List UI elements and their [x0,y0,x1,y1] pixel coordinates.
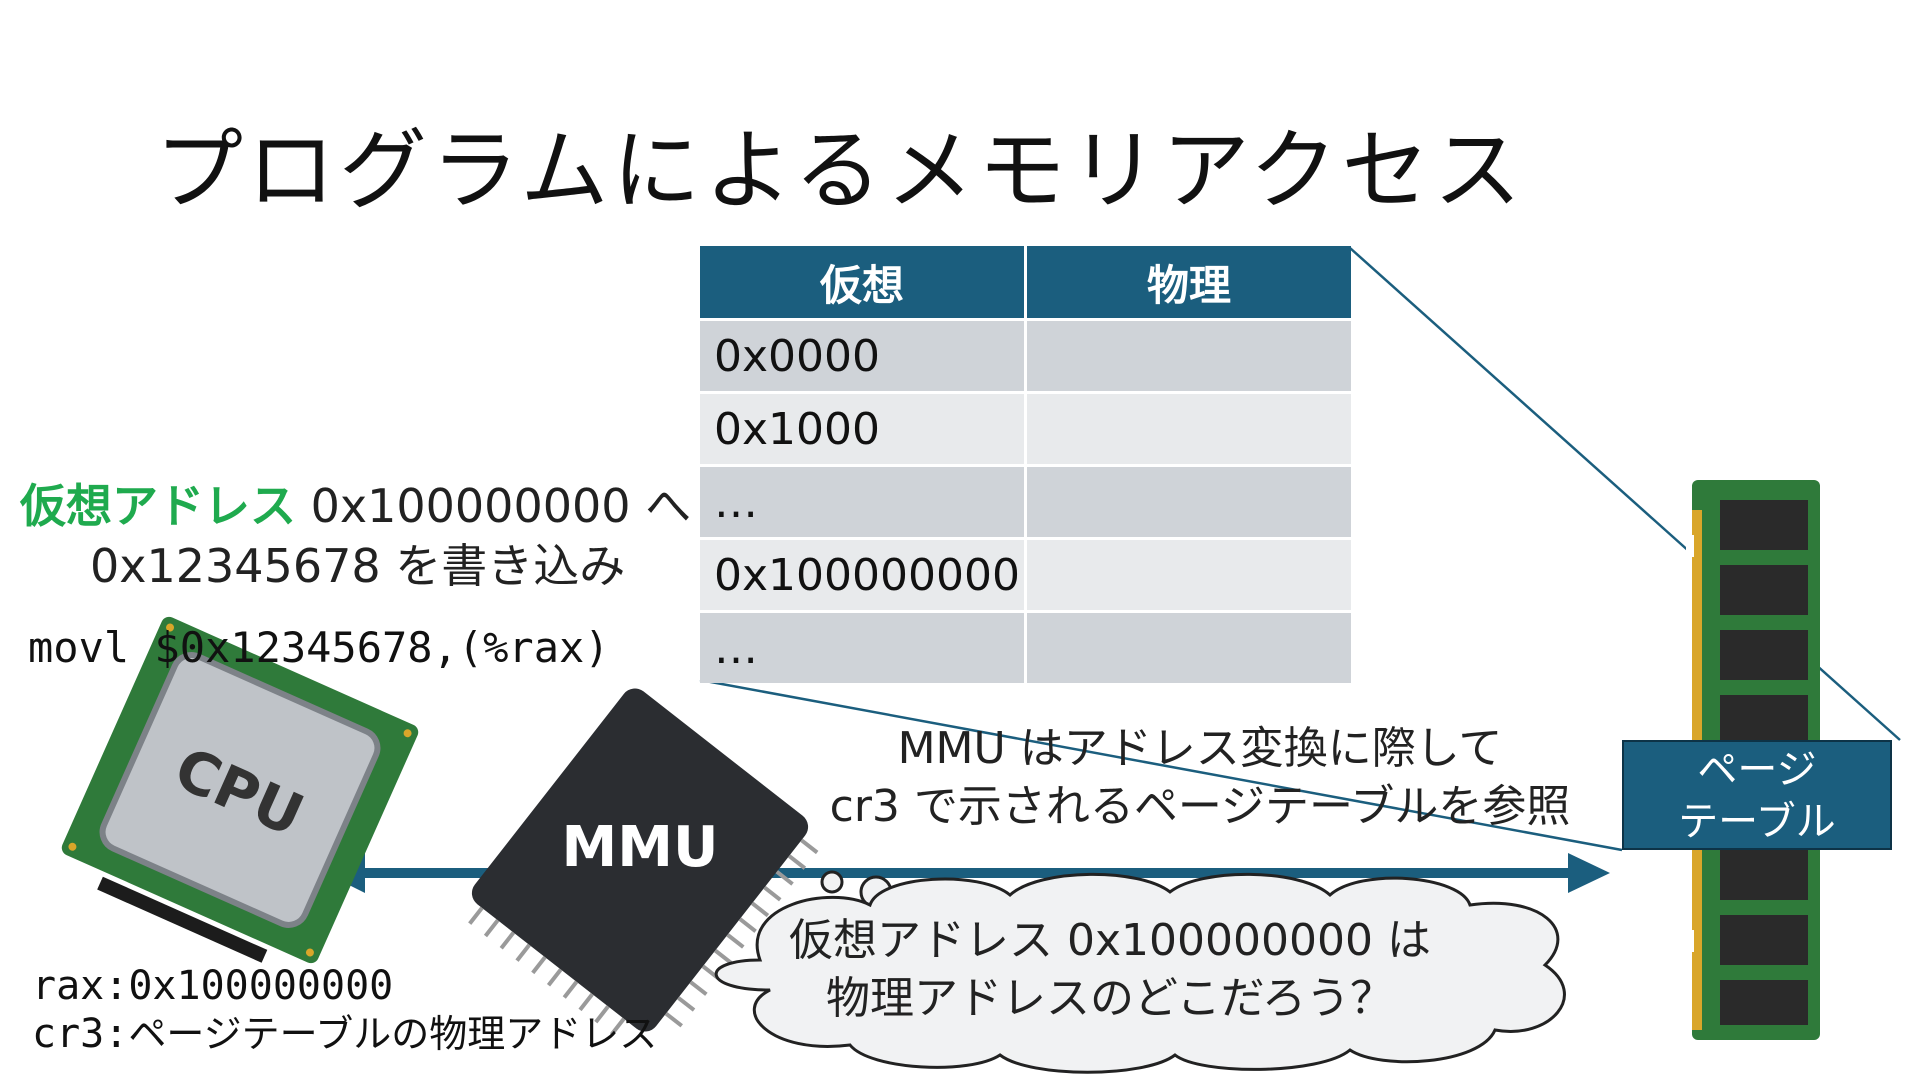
table-cell-physical [1025,537,1351,612]
table-cell-virtual: … [700,464,1027,539]
zoom-line-bottom [699,678,1623,852]
table-cell-physical [1025,318,1351,393]
cr3-register: cr3:ページテーブルの物理アドレス [32,1010,657,1058]
cr3-label: cr3: [32,1011,129,1057]
table-row: 0x0000 [700,318,1351,393]
thought-line1: 仮想アドレス 0x100000000 は [789,915,1431,966]
mmu-note: MMU はアドレス変換に際して cr3 で示されるページテーブルを参照 [770,720,1630,836]
table-cell-physical [1025,464,1351,539]
page-table-header-physical: 物理 [1025,246,1351,320]
page-table-header-virtual: 仮想 [700,246,1027,320]
instruction-caption-line1: 仮想アドレス 0x100000000 へ [20,470,691,536]
instruction-caption-line2: 0x12345678 を書き込み [90,539,626,593]
page-table-label-box: ページ テーブル [1622,740,1892,850]
table-row: 0x1000 [700,391,1351,466]
page-title: プログラムによるメモリアクセス [155,119,1526,222]
page-table-label-line2: テーブル [1678,799,1836,845]
assembly-instruction: movl $0x12345678,(%rax) [28,623,610,672]
mmu-chip-icon [468,688,819,1036]
thought-bubble [714,870,1566,1074]
table-cell-physical [1025,391,1351,466]
mmu-note-line2: cr3 で示されるページテーブルを参照 [829,781,1571,832]
table-cell-virtual: 0x0000 [700,318,1027,393]
table-cell-virtual: 0x100000000 [700,537,1027,612]
thought-line2: 物理アドレスのどこだろう？ [825,973,1395,1024]
rax-register: rax:0x100000000 [32,962,657,1010]
rax-label: rax: [32,963,129,1009]
table-cell-virtual: 0x1000 [700,391,1027,466]
register-values: rax:0x100000000 cr3:ページテーブルの物理アドレス [32,962,657,1058]
cr3-value: ページテーブルの物理アドレス [128,1012,658,1056]
virtual-address-highlight: 仮想アドレス [20,479,296,533]
table-row: 0x100000000 [700,537,1351,612]
cpu-icon [61,616,419,964]
instruction-target: 0x100000000 へ [296,479,692,533]
mmu-note-line1: MMU はアドレス変換に際して [897,723,1503,774]
page-table: 仮想 物理 0x0000 0x1000 … 0x100000000 … [700,246,1351,683]
table-cell-virtual: … [700,610,1027,683]
table-row: … [700,610,1351,683]
table-cell-physical [1025,610,1351,683]
rax-value: 0x100000000 [128,963,394,1009]
thought-text: 仮想アドレス 0x100000000 は 物理アドレスのどこだろう？ [700,912,1520,1028]
table-row: … [700,464,1351,539]
mmu-label: MMU [562,815,719,880]
page-table-label-line1: ページ [1697,747,1817,793]
